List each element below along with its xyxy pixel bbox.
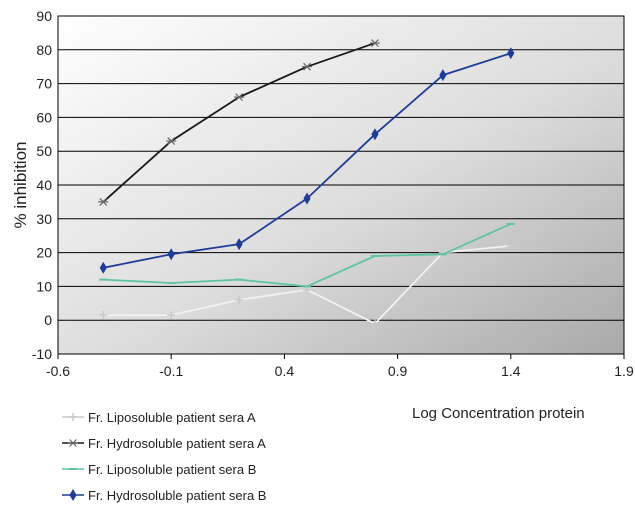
x-tick-label: -0.1 bbox=[159, 363, 183, 379]
y-tick-label: 80 bbox=[36, 42, 52, 58]
legend-item: Fr. Hydrosoluble patient sera B bbox=[60, 482, 266, 508]
legend: Fr. Liposoluble patient sera A Fr. Hydro… bbox=[60, 404, 266, 508]
legend-label: Fr. Hydrosoluble patient sera B bbox=[88, 487, 267, 503]
data-point bbox=[167, 311, 176, 320]
x-axis-ticks: -0.6 -0.1 0.4 0.9 1.4 1.9 bbox=[46, 354, 634, 379]
data-point bbox=[439, 69, 447, 82]
chart-area: -10 0 10 20 30 40 50 60 70 80 90 -0.6 -0.1 0.4 0.9 1.4… bbox=[11, 8, 634, 379]
data-point bbox=[506, 241, 515, 250]
legend-label: Fr. Hydrosoluble patient sera A bbox=[88, 435, 266, 451]
data-point bbox=[68, 439, 78, 447]
data-point bbox=[369, 39, 380, 47]
data-point bbox=[166, 137, 177, 145]
data-point bbox=[69, 489, 77, 501]
gridlines bbox=[58, 15, 624, 355]
legend-label: Fr. Liposoluble patient sera B bbox=[88, 461, 257, 477]
y-tick-label: 0 bbox=[44, 312, 52, 328]
legend-marker-icon bbox=[62, 489, 84, 501]
x-tick-label: 1.4 bbox=[501, 363, 521, 379]
x-tick-label: 1.9 bbox=[614, 363, 634, 379]
y-tick-label: 40 bbox=[36, 177, 52, 193]
data-point bbox=[235, 295, 244, 304]
y-tick-label: 60 bbox=[36, 109, 52, 125]
y-tick-label: -10 bbox=[32, 346, 52, 362]
legend-item: Fr. Hydrosoluble patient sera A bbox=[60, 430, 266, 456]
series-group bbox=[98, 39, 515, 328]
legend-marker-icon bbox=[62, 439, 84, 447]
y-tick-label: 90 bbox=[36, 8, 52, 24]
y-tick-label: 10 bbox=[36, 278, 52, 294]
data-point bbox=[69, 413, 77, 421]
data-point bbox=[370, 319, 379, 328]
data-point bbox=[99, 261, 107, 274]
data-point bbox=[99, 311, 108, 320]
y-tick-label: 30 bbox=[36, 211, 52, 227]
data-point bbox=[303, 192, 311, 205]
data-point bbox=[98, 197, 109, 206]
legend-label: Fr. Liposoluble patient sera A bbox=[88, 409, 256, 425]
y-axis-ticks: -10 0 10 20 30 40 50 60 70 80 90 bbox=[32, 8, 52, 362]
y-tick-label: 20 bbox=[36, 245, 52, 261]
data-point bbox=[235, 238, 243, 251]
x-tick-label: 0.4 bbox=[275, 363, 295, 379]
legend-item: Fr. Liposoluble patient sera A bbox=[60, 404, 266, 430]
legend-item: Fr. Liposoluble patient sera B bbox=[60, 456, 266, 482]
data-point bbox=[167, 248, 175, 261]
x-tick-label: -0.6 bbox=[46, 363, 70, 379]
data-point bbox=[234, 93, 245, 102]
y-tick-label: 50 bbox=[36, 143, 52, 159]
y-tick-label: 70 bbox=[36, 76, 52, 92]
legend-marker-icon bbox=[62, 468, 84, 470]
x-axis-title: Log Concentration protein bbox=[412, 405, 585, 422]
data-point bbox=[302, 62, 313, 71]
legend-marker-icon bbox=[62, 413, 84, 421]
data-point bbox=[507, 47, 515, 60]
x-tick-label: 0.9 bbox=[388, 363, 408, 379]
y-axis-title: % inhibition bbox=[11, 142, 30, 229]
data-point bbox=[371, 128, 379, 141]
